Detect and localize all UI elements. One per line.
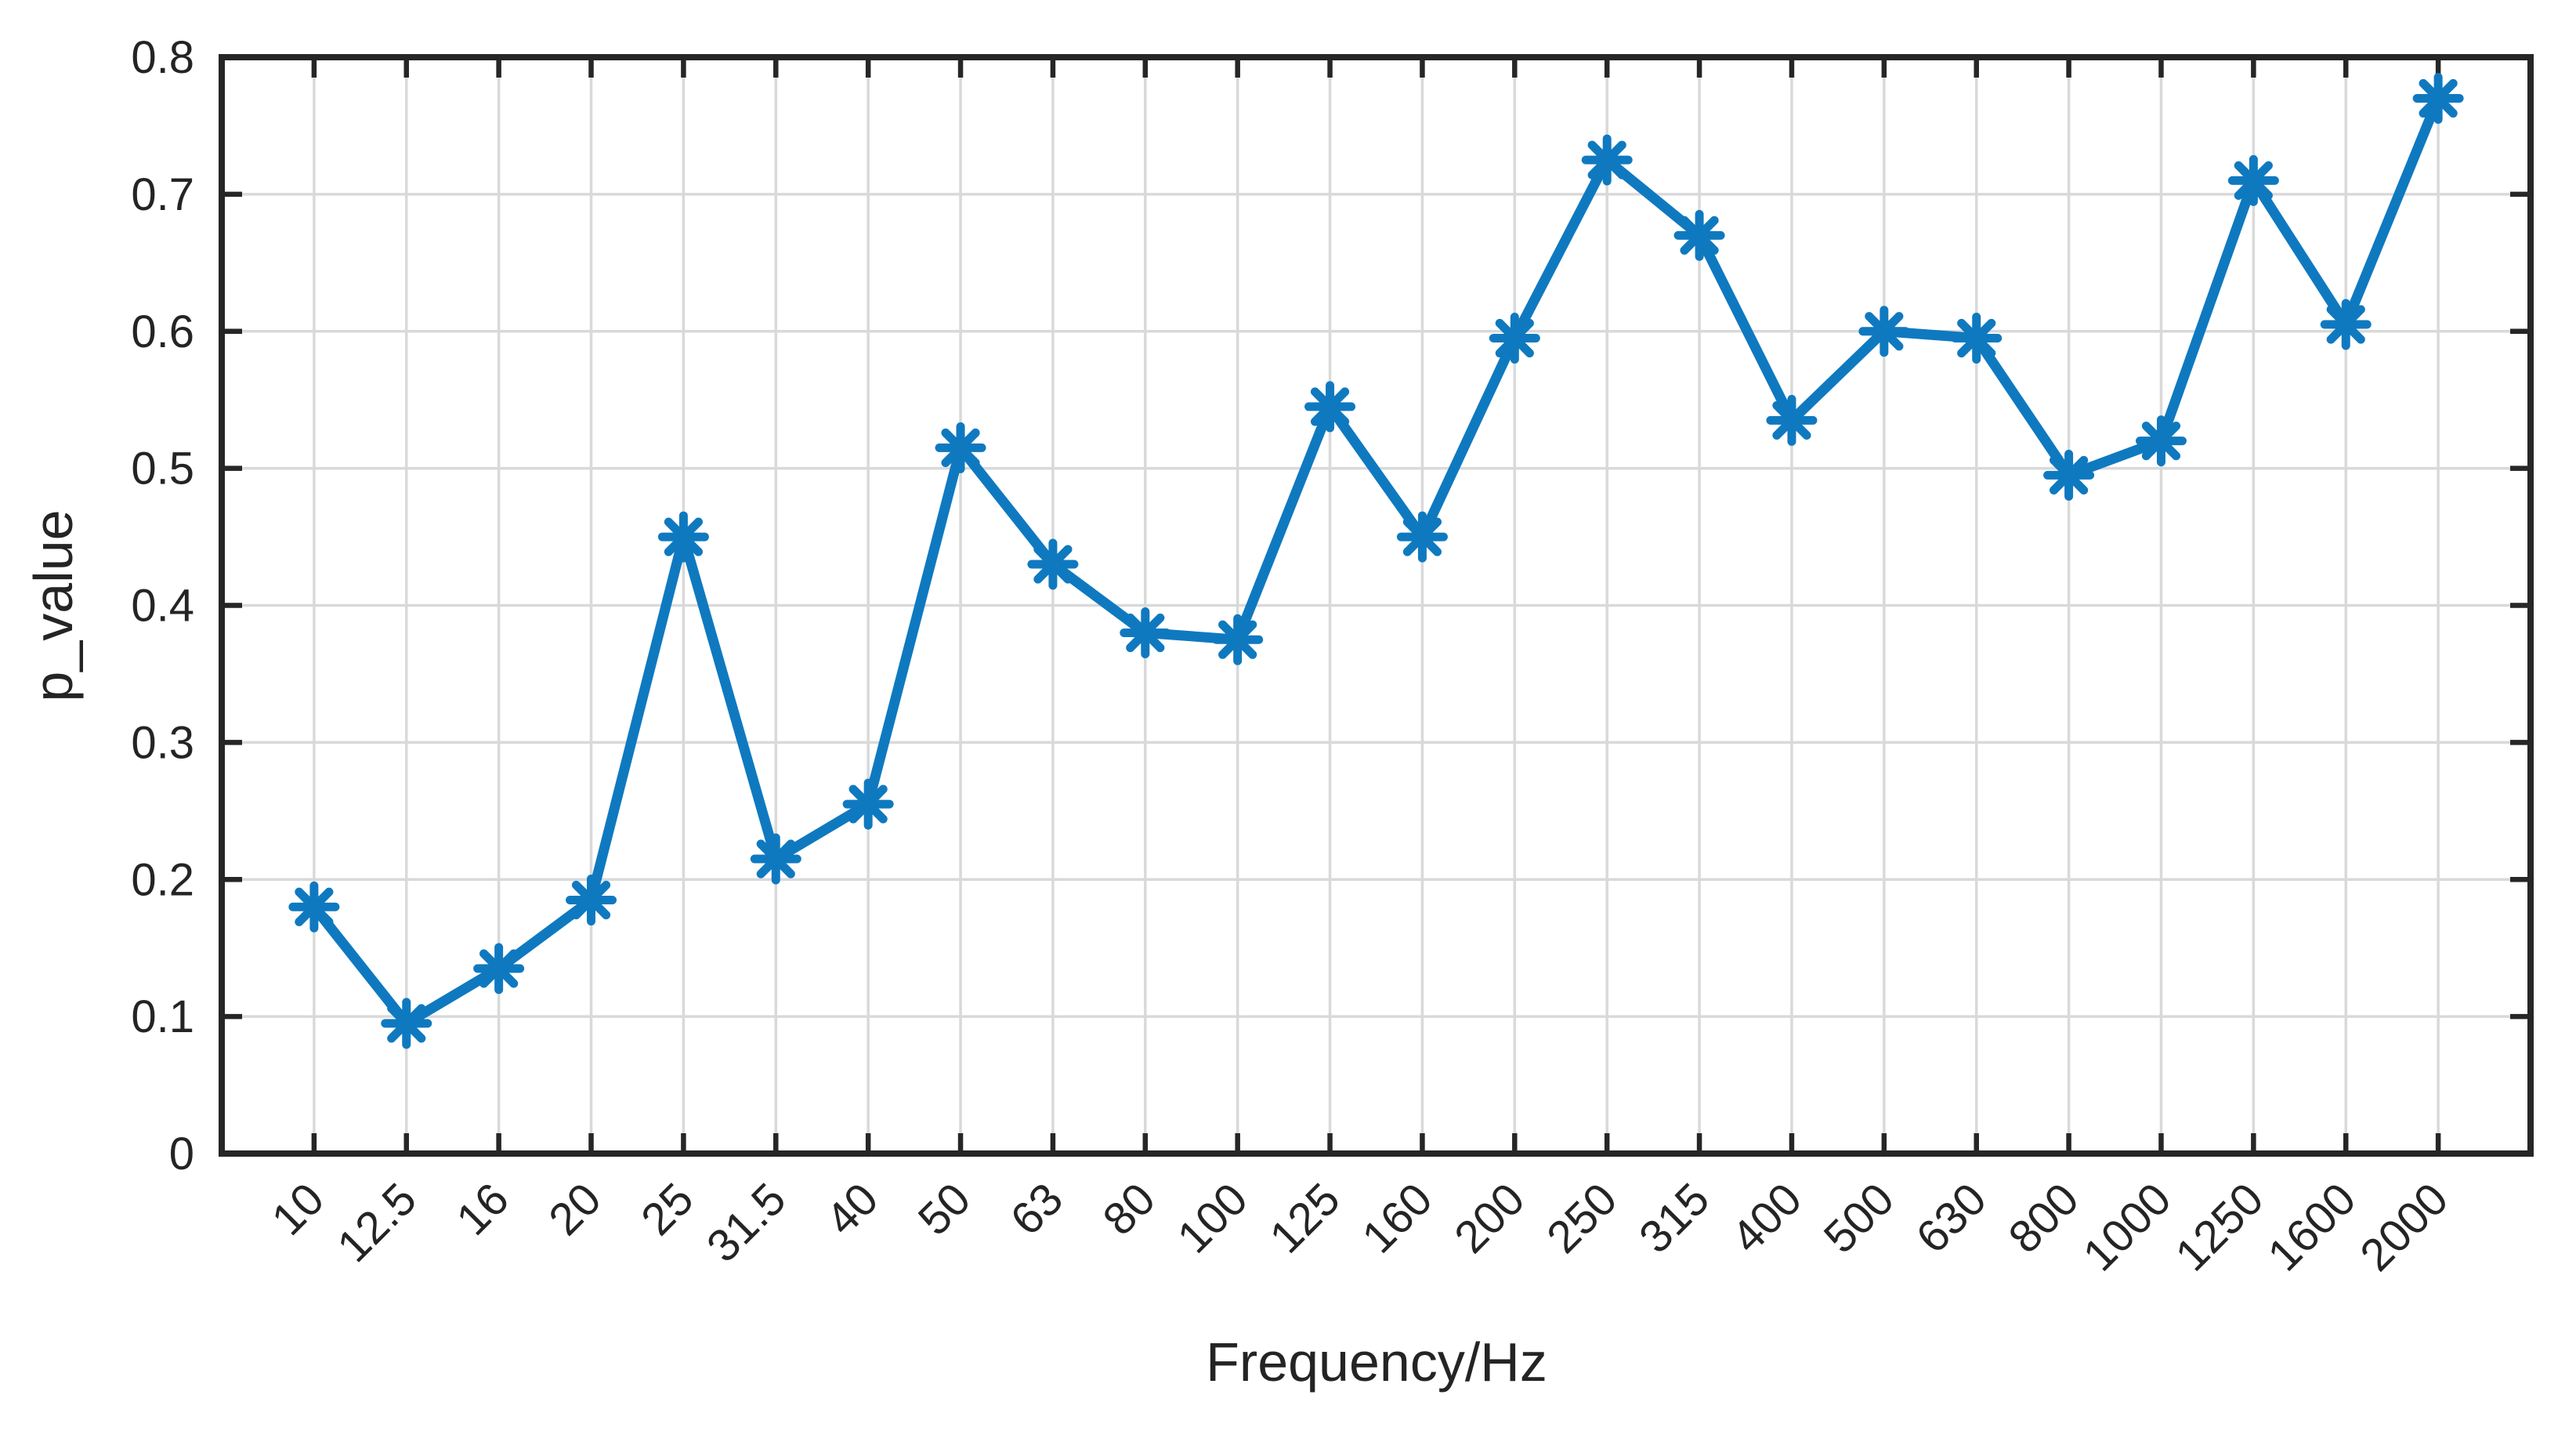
y-tick-label: 0.5: [131, 444, 194, 495]
y-tick-label: 0.3: [131, 717, 194, 768]
grid-lines: [222, 57, 2531, 1154]
y-tick-label: 0.4: [131, 581, 194, 632]
x-tick-label: 31.5: [697, 1173, 796, 1272]
x-tick-label: 25: [631, 1173, 704, 1245]
x-tick-label: 50: [909, 1173, 981, 1245]
data-point-marker: [473, 943, 525, 994]
data-point-marker: [750, 833, 801, 885]
y-tick-label: 0.2: [131, 854, 194, 905]
axes-box: [219, 54, 2534, 1157]
y-axis-title: p_value: [23, 509, 84, 701]
data-point-marker: [2043, 449, 2095, 501]
x-tick-label: 40: [816, 1173, 888, 1245]
x-tick-label: 400: [1722, 1173, 1811, 1263]
x-tick-label: 2000: [2350, 1173, 2458, 1281]
data-point-marker: [1027, 538, 1079, 590]
x-tick-label: 20: [539, 1173, 611, 1245]
y-tick-label: 0.6: [131, 306, 194, 357]
x-tick-label: 1000: [2073, 1173, 2180, 1281]
data-point-marker: [1304, 381, 1356, 433]
data-point-marker: [1581, 134, 1633, 186]
x-tick-label: 125: [1260, 1173, 1349, 1263]
data-point-marker: [1489, 312, 1540, 364]
y-tick-label: 0.1: [131, 991, 194, 1042]
data-point-marker: [1673, 209, 1725, 261]
data-point-marker: [381, 998, 432, 1049]
x-tick-label: 630: [1907, 1173, 1996, 1263]
data-point-marker: [1766, 394, 1818, 446]
x-tick-label: 200: [1445, 1173, 1534, 1263]
x-tick-label: 100: [1167, 1173, 1257, 1263]
x-tick-label: 315: [1630, 1173, 1719, 1263]
x-tick-label: 1250: [2165, 1173, 2273, 1281]
data-point-marker: [935, 422, 986, 473]
x-tick-label: 500: [1814, 1173, 1904, 1263]
plot-border-box: [219, 54, 2534, 1157]
x-tick-label: 63: [1001, 1173, 1073, 1245]
data-point-marker: [2135, 415, 2187, 467]
x-tick-label: 160: [1352, 1173, 1442, 1263]
y-tick-label: 0: [169, 1128, 194, 1179]
data-point-marker: [288, 881, 340, 933]
data-point-marker: [1396, 511, 1448, 563]
data-point-marker: [657, 511, 709, 563]
x-tick-label: 12.5: [327, 1173, 426, 1272]
data-point-marker: [2227, 154, 2279, 206]
data-point-marker: [2320, 299, 2372, 350]
x-tick-label: 16: [447, 1173, 519, 1245]
data-point-marker: [842, 778, 894, 830]
x-tick-label: 800: [1999, 1173, 2088, 1263]
data-point-marker: [2412, 72, 2464, 124]
y-tick-label: 0.7: [131, 169, 194, 220]
x-tick-label: 10: [262, 1173, 334, 1245]
data-point-marker: [1212, 614, 1264, 665]
x-axis-title: Frequency/Hz: [1206, 1331, 1547, 1393]
x-tick-label: 80: [1093, 1173, 1165, 1245]
axis-ticks: [225, 54, 2527, 1157]
data-line: [309, 92, 2444, 1029]
data-point-marker: [1951, 312, 2003, 364]
data-series: [288, 72, 2464, 1049]
data-point-marker: [1120, 607, 1171, 658]
x-tick-label: 1600: [2258, 1173, 2365, 1281]
data-point-marker: [1858, 306, 1910, 357]
y-tick-label: 0.8: [131, 32, 194, 83]
data-point-marker: [566, 874, 617, 926]
x-tick-label: 250: [1537, 1173, 1626, 1263]
